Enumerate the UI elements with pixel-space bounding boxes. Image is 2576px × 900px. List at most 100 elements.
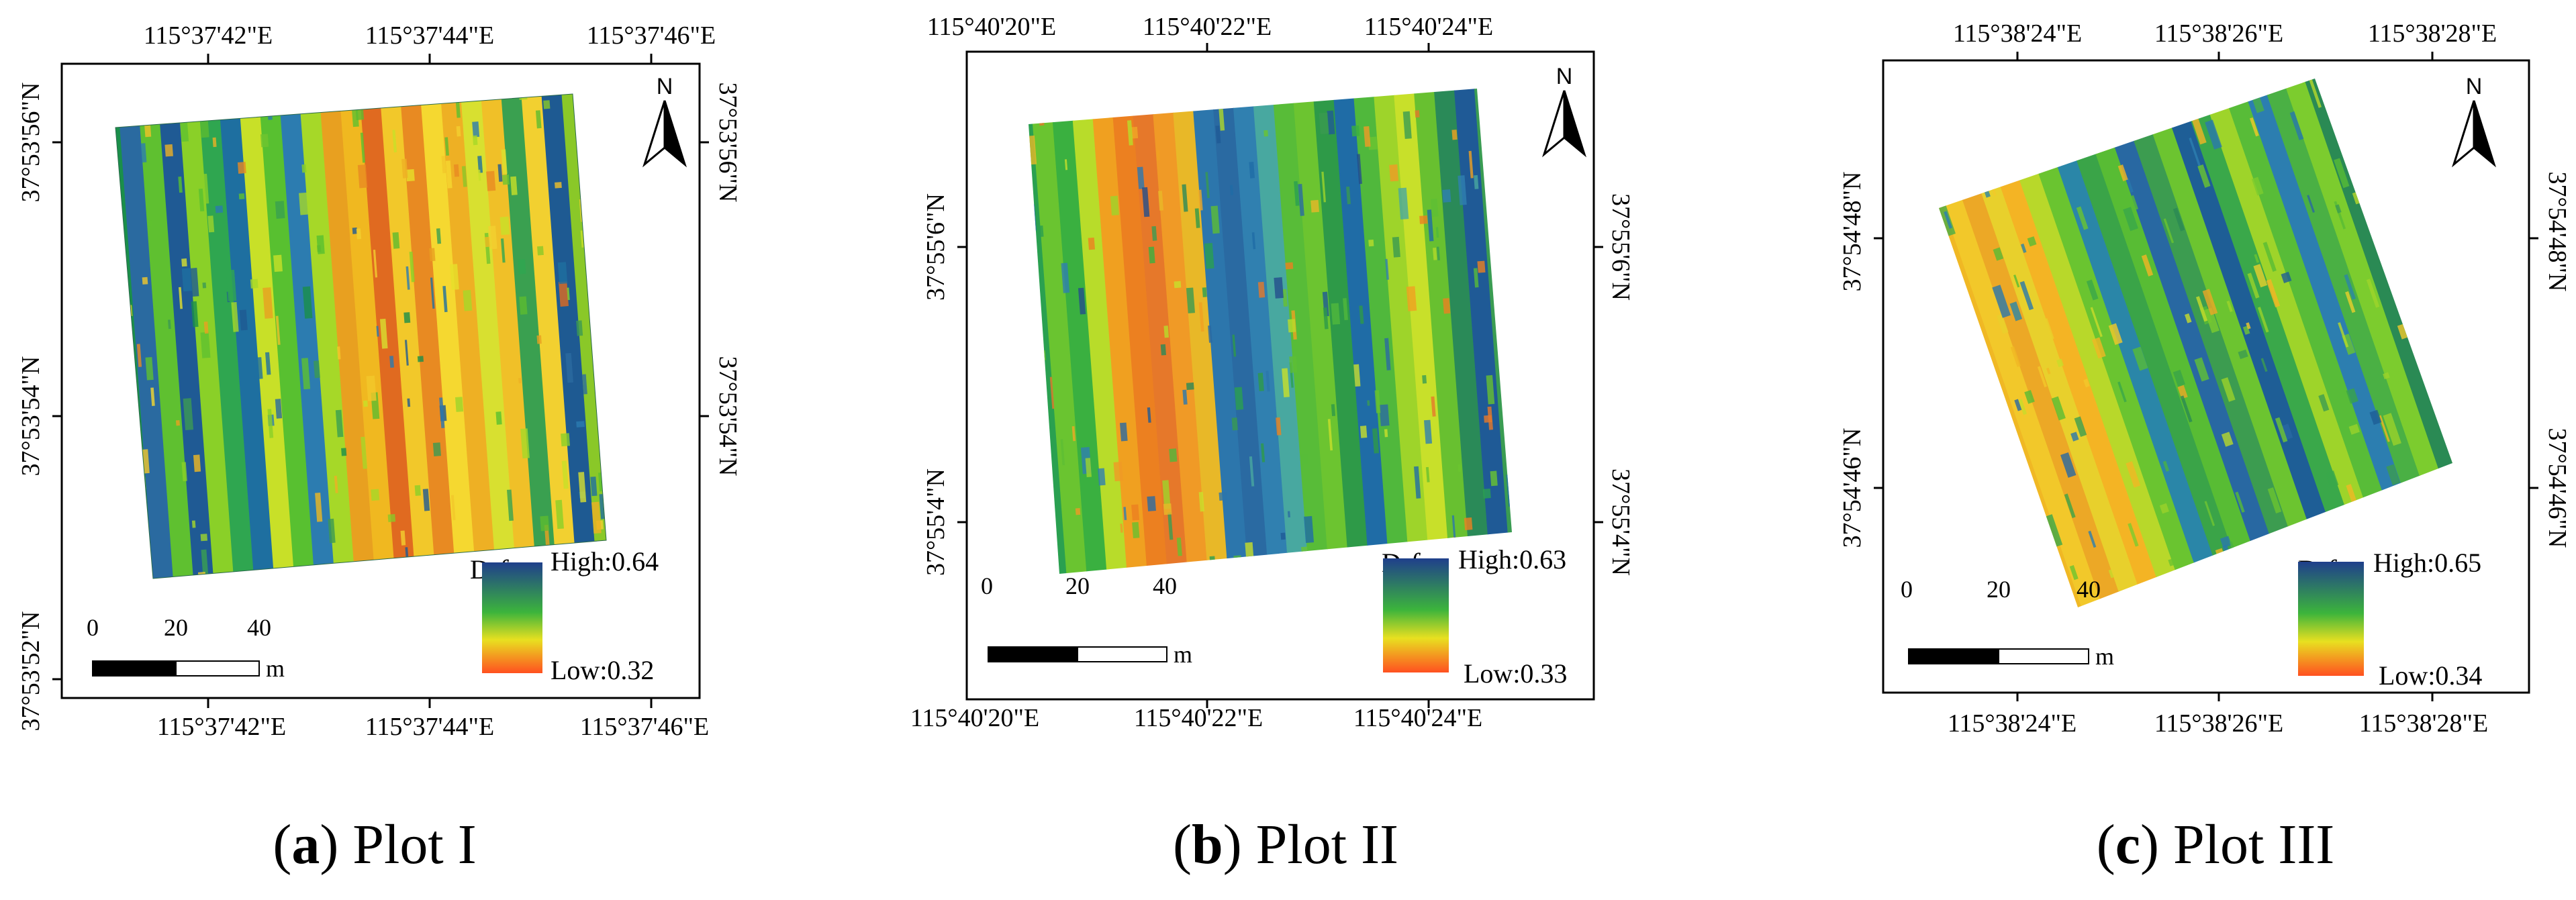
raster-stripe: [213, 94, 289, 579]
raster-speckle: [1496, 154, 1505, 183]
raster-speckle: [2238, 349, 2248, 360]
raster-speckle: [250, 577, 259, 579]
raster-speckle: [2327, 518, 2342, 543]
raster-speckle: [1944, 211, 1952, 229]
raster-speckle: [472, 121, 480, 138]
raster-speckle: [2405, 107, 2420, 126]
raster-speckle: [1249, 558, 1257, 574]
raster-speckle: [1249, 162, 1255, 179]
raster-speckle: [407, 398, 411, 407]
raster-speckle: [2495, 563, 2506, 585]
raster-speckle: [1366, 556, 1373, 574]
raster-speckle: [1263, 130, 1268, 137]
raster-speckle: [361, 436, 368, 469]
raster-speckle: [1478, 100, 1483, 114]
raster-speckle: [238, 193, 245, 200]
raster-speckle: [1477, 260, 1486, 273]
raster-speckle: [683, 183, 689, 203]
raster-speckle: [2370, 79, 2384, 87]
raster-speckle: [1406, 286, 1417, 311]
raster-speckle: [1148, 246, 1155, 264]
raster-speckle: [2061, 116, 2074, 143]
raster-speckle: [2099, 117, 2113, 136]
raster-speckle: [1298, 184, 1304, 216]
raster-speckle: [461, 166, 467, 187]
raster-speckle: [1867, 194, 1875, 213]
raster-speckle: [1331, 404, 1336, 416]
tick-label: 37°54'46"N: [2543, 428, 2571, 548]
raster-stripe: [1227, 89, 1303, 574]
raster-speckle: [212, 137, 217, 148]
raster-speckle: [1427, 209, 1434, 242]
raster-speckle: [1287, 511, 1290, 517]
raster-speckle: [1127, 120, 1133, 146]
raster-speckle: [600, 323, 604, 336]
raster-speckle: [250, 279, 258, 289]
north-arrow-icon: N: [2452, 74, 2496, 168]
raster-speckle: [621, 636, 626, 650]
raster-speckle: [1282, 289, 1288, 307]
raster-speckle: [535, 110, 542, 129]
raster-speckle: [1419, 215, 1428, 224]
raster-stripe: [1939, 79, 2177, 607]
raster-speckle: [565, 352, 573, 383]
raster-speckle: [2422, 173, 2431, 186]
raster-speckle: [2190, 45, 2205, 70]
raster-speckle: [193, 454, 201, 472]
raster-speckle: [1633, 442, 1638, 464]
raster-speckle: [2131, 195, 2138, 210]
tick-label: 37°55'4"N: [922, 468, 950, 576]
raster-speckle: [1198, 302, 1204, 332]
raster-stripe: [1488, 89, 1512, 574]
raster-speckle: [2132, 346, 2148, 371]
raster-speckle: [2409, 511, 2421, 535]
raster-speckle: [670, 558, 678, 570]
raster-speckle: [1944, 160, 1950, 168]
raster-speckle: [2086, 279, 2099, 301]
raster-speckle: [1505, 150, 1511, 178]
raster-speckle: [561, 460, 569, 489]
caption-plot-i: (a) Plot I: [273, 813, 477, 876]
raster-speckle: [267, 110, 273, 120]
raster-speckle: [2379, 415, 2390, 442]
tick-label: 37°55'6"N: [922, 193, 950, 301]
raster-speckle: [2009, 301, 2023, 321]
raster-speckle: [1076, 621, 1082, 636]
raster-stripe: [173, 94, 249, 579]
raster-speckle: [357, 164, 368, 189]
raster-speckle: [2308, 79, 2322, 108]
raster-speckle: [2435, 121, 2444, 136]
raster-speckle: [414, 485, 421, 496]
raster-speckle: [1039, 117, 1045, 126]
raster-speckle: [1453, 536, 1456, 543]
raster-speckle: [2168, 557, 2178, 566]
raster-speckle: [417, 356, 424, 362]
raster-speckle: [2501, 458, 2514, 487]
raster-speckle: [441, 156, 446, 174]
raster-speckle: [1496, 242, 1502, 266]
raster-speckle: [449, 264, 459, 290]
raster-speckle: [1986, 401, 1997, 415]
tick-label: 115°38'24"E: [1948, 709, 2077, 738]
raster-speckle: [598, 472, 602, 492]
raster-speckle: [2409, 595, 2420, 607]
raster-speckle: [215, 205, 224, 213]
raster-speckle: [203, 321, 209, 334]
raster-speckle: [2465, 504, 2475, 524]
raster-speckle: [444, 137, 449, 156]
raster-stripe: [2049, 79, 2309, 607]
raster-stripe: [1086, 89, 1163, 574]
raster-speckle: [2477, 326, 2492, 350]
raster-speckle: [1282, 566, 1288, 574]
raster-speckle: [1304, 515, 1315, 544]
raster-speckle: [1608, 132, 1615, 154]
raster-speckle: [2051, 396, 2066, 421]
raster-speckle: [2356, 502, 2363, 511]
raster-speckle: [2115, 697, 2126, 715]
raster-speckle: [678, 362, 682, 380]
raster-speckle: [2029, 556, 2037, 568]
raster-speckle: [260, 134, 269, 148]
raster-speckle: [1487, 111, 1494, 122]
raster-speckle: [432, 442, 442, 456]
raster-speckle: [438, 569, 444, 579]
